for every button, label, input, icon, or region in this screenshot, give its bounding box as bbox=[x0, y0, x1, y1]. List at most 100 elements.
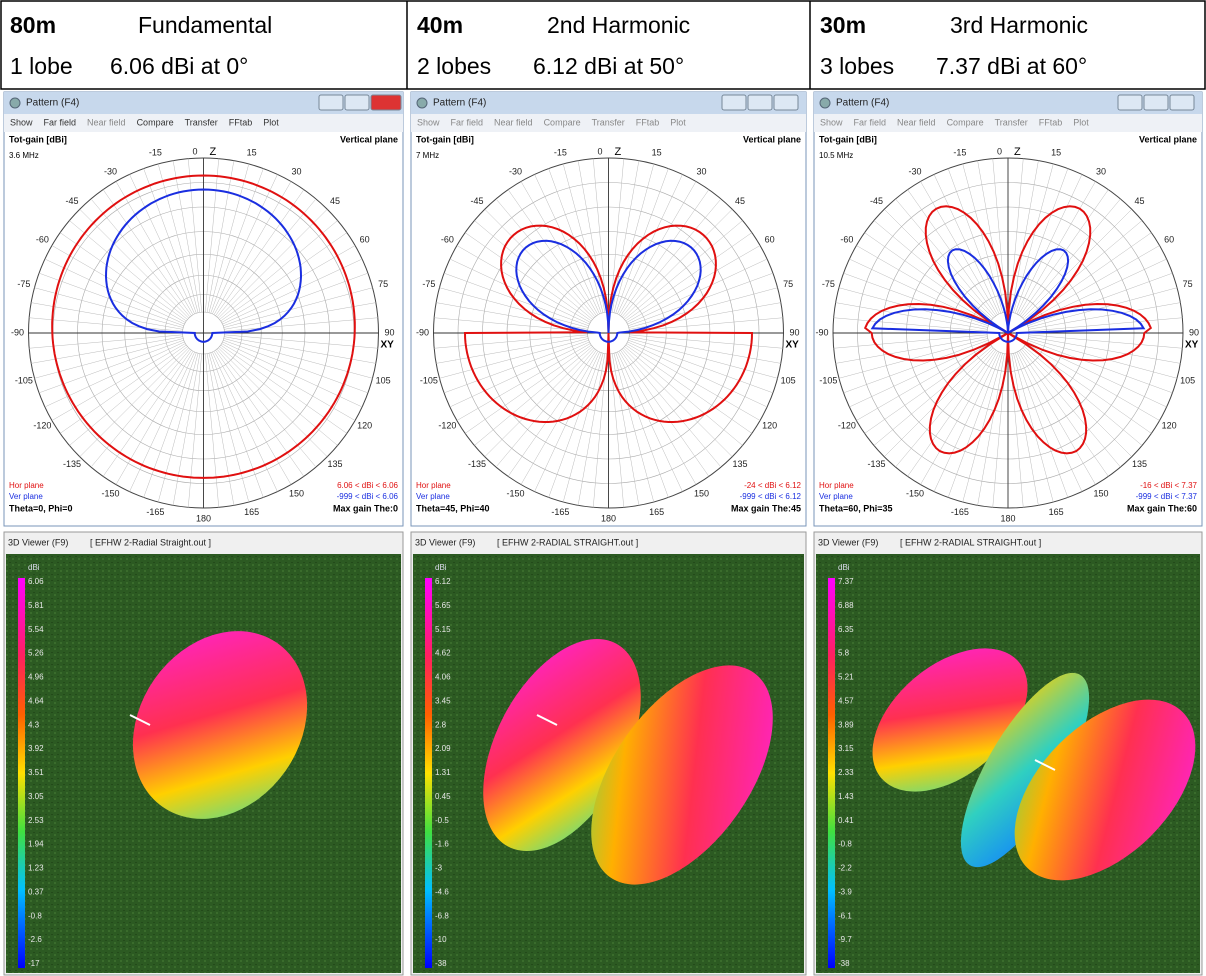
axis-z: Z bbox=[615, 146, 622, 158]
window-button[interactable] bbox=[345, 95, 369, 110]
angle-label: 120 bbox=[1162, 420, 1177, 430]
window-title: Pattern (F4) bbox=[836, 98, 889, 109]
window-icon bbox=[417, 98, 427, 108]
window-button[interactable] bbox=[774, 95, 798, 110]
angle-label: 135 bbox=[1132, 459, 1147, 469]
scale-label: -3.9 bbox=[838, 887, 852, 896]
angle-label: -120 bbox=[838, 420, 856, 430]
angle-label: -75 bbox=[822, 279, 835, 289]
menu-item[interactable]: Far field bbox=[44, 117, 77, 127]
quantity: Tot-gain [dBi] bbox=[819, 134, 877, 144]
scale-label: 1.31 bbox=[435, 768, 451, 777]
band: 30m bbox=[820, 12, 866, 38]
menu-item[interactable]: Near field bbox=[87, 117, 126, 127]
scale-label: -0.8 bbox=[28, 911, 42, 920]
angle-label: -15 bbox=[554, 148, 567, 158]
menu-item[interactable]: Far field bbox=[854, 117, 887, 127]
angle-label: 165 bbox=[649, 507, 664, 517]
menu-item[interactable]: FFtab bbox=[229, 117, 253, 127]
view-angles: Theta=60, Phi=35 bbox=[819, 503, 893, 513]
page: 80mFundamental1 lobe6.06 dBi at 0°Patter… bbox=[0, 0, 1206, 976]
scale-label: 7.37 bbox=[838, 577, 854, 586]
menu-item[interactable]: Compare bbox=[544, 117, 581, 127]
hor-plane-legend: Hor plane bbox=[819, 481, 854, 490]
window-button[interactable] bbox=[1170, 95, 1194, 110]
menu-item[interactable]: Near field bbox=[494, 117, 533, 127]
angle-label: 0 bbox=[597, 146, 602, 156]
viewer-file: [ EFHW 2-Radial Straight.out ] bbox=[90, 537, 211, 547]
scale-label: 6.12 bbox=[435, 577, 451, 586]
scale-label: 1.94 bbox=[28, 840, 44, 849]
scale-label: 0.37 bbox=[28, 887, 44, 896]
angle-label: -120 bbox=[33, 420, 51, 430]
color-bar bbox=[828, 578, 835, 968]
menu-item[interactable]: Near field bbox=[897, 117, 936, 127]
max-gain: Max gain The:0 bbox=[333, 503, 398, 513]
angle-label: 0 bbox=[192, 146, 197, 156]
plane: Vertical plane bbox=[340, 134, 398, 144]
menu-item[interactable]: FFtab bbox=[1039, 117, 1063, 127]
angle-label: 150 bbox=[289, 488, 304, 498]
menu-item[interactable]: Compare bbox=[137, 117, 174, 127]
window-button[interactable] bbox=[371, 95, 401, 110]
menu-item[interactable]: FFtab bbox=[636, 117, 660, 127]
harmonic: Fundamental bbox=[138, 12, 272, 38]
color-bar bbox=[425, 578, 432, 968]
ver-plane-legend: Ver plane bbox=[9, 492, 43, 501]
ver-range: -999 < dBi < 7.37 bbox=[1136, 492, 1198, 501]
angle-label: 165 bbox=[244, 507, 259, 517]
scale-label: 6.06 bbox=[28, 577, 44, 586]
window-button[interactable] bbox=[748, 95, 772, 110]
window-title: Pattern (F4) bbox=[433, 98, 486, 109]
menu-item[interactable]: Transfer bbox=[995, 117, 1028, 127]
angle-label: -30 bbox=[908, 166, 921, 176]
menu-item[interactable]: Transfer bbox=[592, 117, 625, 127]
window-button[interactable] bbox=[722, 95, 746, 110]
ver-range: -999 < dBi < 6.06 bbox=[337, 492, 399, 501]
angle-label: -30 bbox=[509, 166, 522, 176]
window-button[interactable] bbox=[1118, 95, 1142, 110]
scale-unit: dBi bbox=[435, 563, 447, 572]
scale-label: 1.43 bbox=[838, 792, 854, 801]
angle-label: -15 bbox=[953, 148, 966, 158]
scale-label: -1.6 bbox=[435, 840, 449, 849]
ver-range: -999 < dBi < 6.12 bbox=[740, 492, 802, 501]
axis-xy: XY bbox=[1185, 340, 1199, 351]
angle-label: 30 bbox=[696, 166, 706, 176]
angle-label: 90 bbox=[789, 327, 799, 337]
angle-label: -135 bbox=[468, 459, 486, 469]
axis-z: Z bbox=[210, 146, 217, 158]
angle-label: -45 bbox=[870, 196, 883, 206]
window-button[interactable] bbox=[1144, 95, 1168, 110]
menu-item[interactable]: Plot bbox=[263, 117, 279, 127]
view-angles: Theta=45, Phi=40 bbox=[416, 503, 490, 513]
band: 40m bbox=[417, 12, 463, 38]
menu-item[interactable]: Plot bbox=[1073, 117, 1089, 127]
scale-label: 2.09 bbox=[435, 744, 451, 753]
viewer-title: 3D Viewer (F9) bbox=[8, 537, 68, 547]
quantity: Tot-gain [dBi] bbox=[9, 134, 67, 144]
scale-label: -4.6 bbox=[435, 887, 449, 896]
angle-label: 75 bbox=[1183, 279, 1193, 289]
menu-item[interactable]: Far field bbox=[451, 117, 484, 127]
menu-item[interactable]: Compare bbox=[947, 117, 984, 127]
viewer-file: [ EFHW 2-RADIAL STRAIGHT.out ] bbox=[497, 537, 638, 547]
menu-item[interactable]: Show bbox=[820, 117, 843, 127]
angle-label: -45 bbox=[65, 196, 78, 206]
menu-item[interactable]: Plot bbox=[670, 117, 686, 127]
angle-label: 180 bbox=[196, 513, 211, 523]
ver-plane-legend: Ver plane bbox=[416, 492, 450, 501]
angle-label: -105 bbox=[15, 376, 33, 386]
menu-item[interactable]: Show bbox=[417, 117, 440, 127]
menu-item[interactable]: Transfer bbox=[185, 117, 218, 127]
angle-label: 15 bbox=[1051, 148, 1061, 158]
menu-item[interactable]: Show bbox=[10, 117, 33, 127]
view-angles: Theta=0, Phi=0 bbox=[9, 503, 73, 513]
angle-label: 45 bbox=[330, 196, 340, 206]
scale-label: 5.8 bbox=[838, 649, 850, 658]
scale-label: 5.54 bbox=[28, 625, 44, 634]
angle-label: 90 bbox=[1189, 327, 1199, 337]
window-button[interactable] bbox=[319, 95, 343, 110]
harmonic: 3rd Harmonic bbox=[950, 12, 1088, 38]
angle-label: -75 bbox=[17, 279, 30, 289]
